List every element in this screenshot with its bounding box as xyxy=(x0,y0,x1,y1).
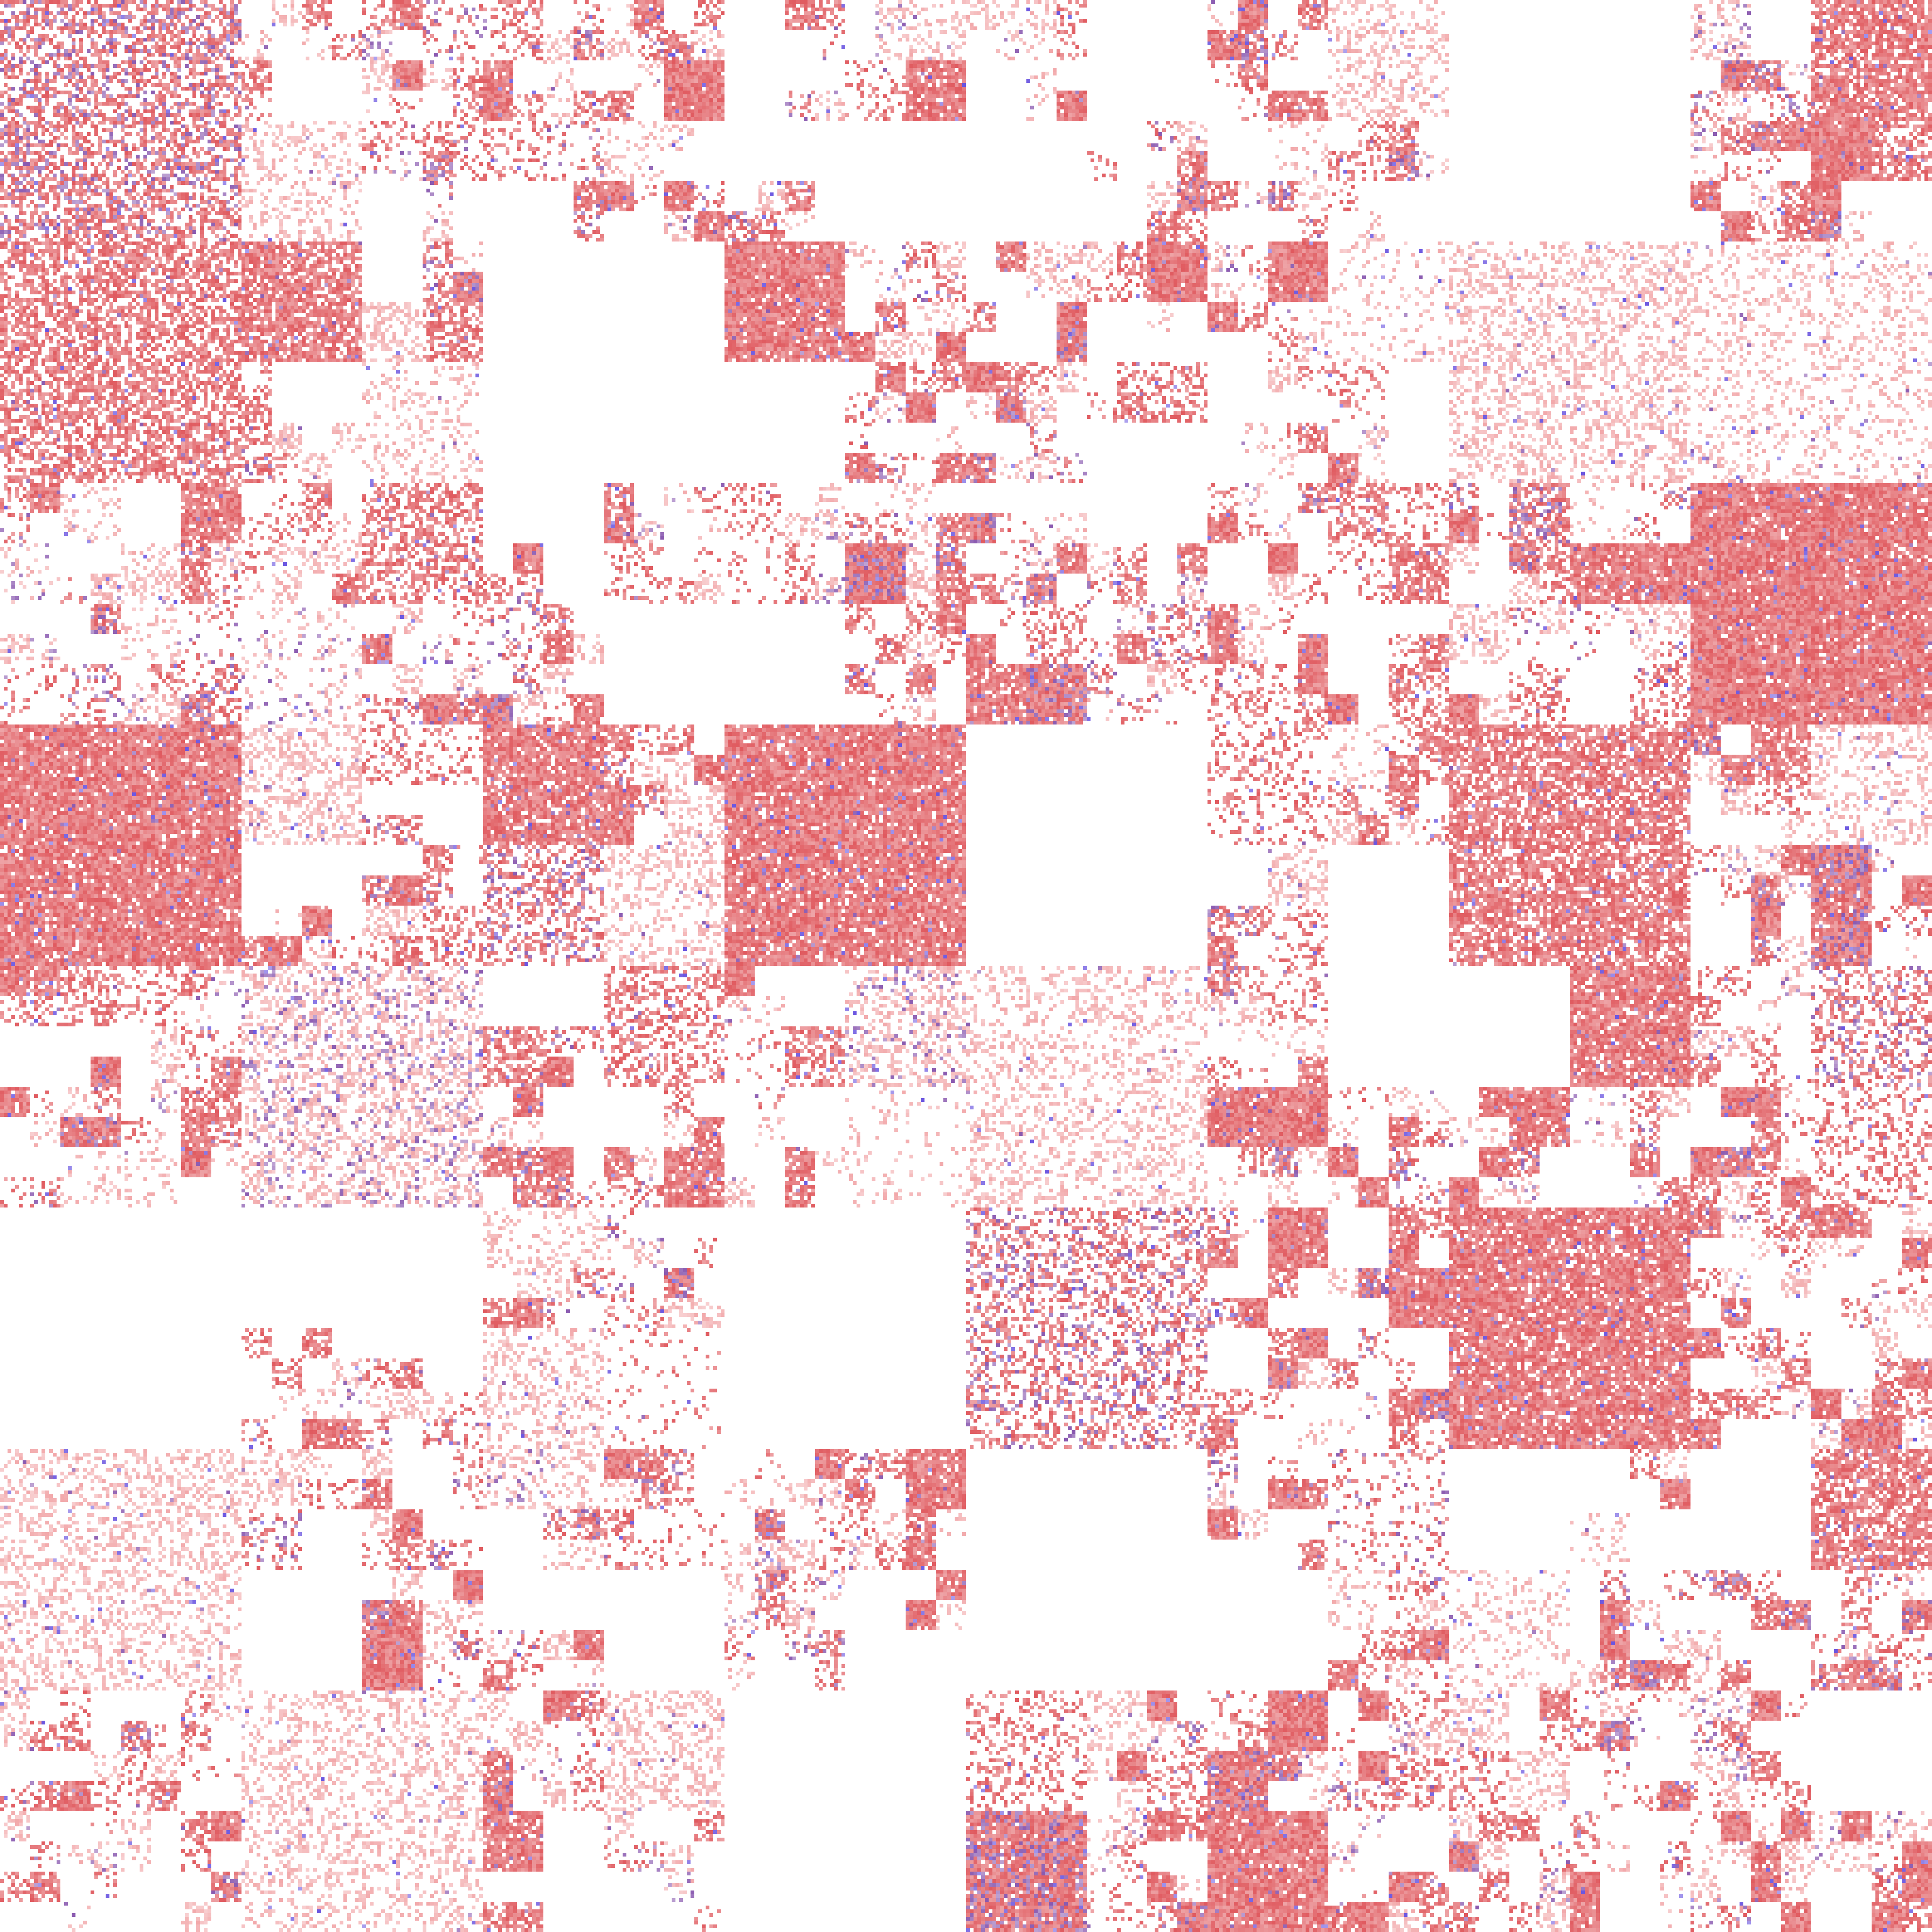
noise-mosaic-image xyxy=(0,0,1932,1932)
